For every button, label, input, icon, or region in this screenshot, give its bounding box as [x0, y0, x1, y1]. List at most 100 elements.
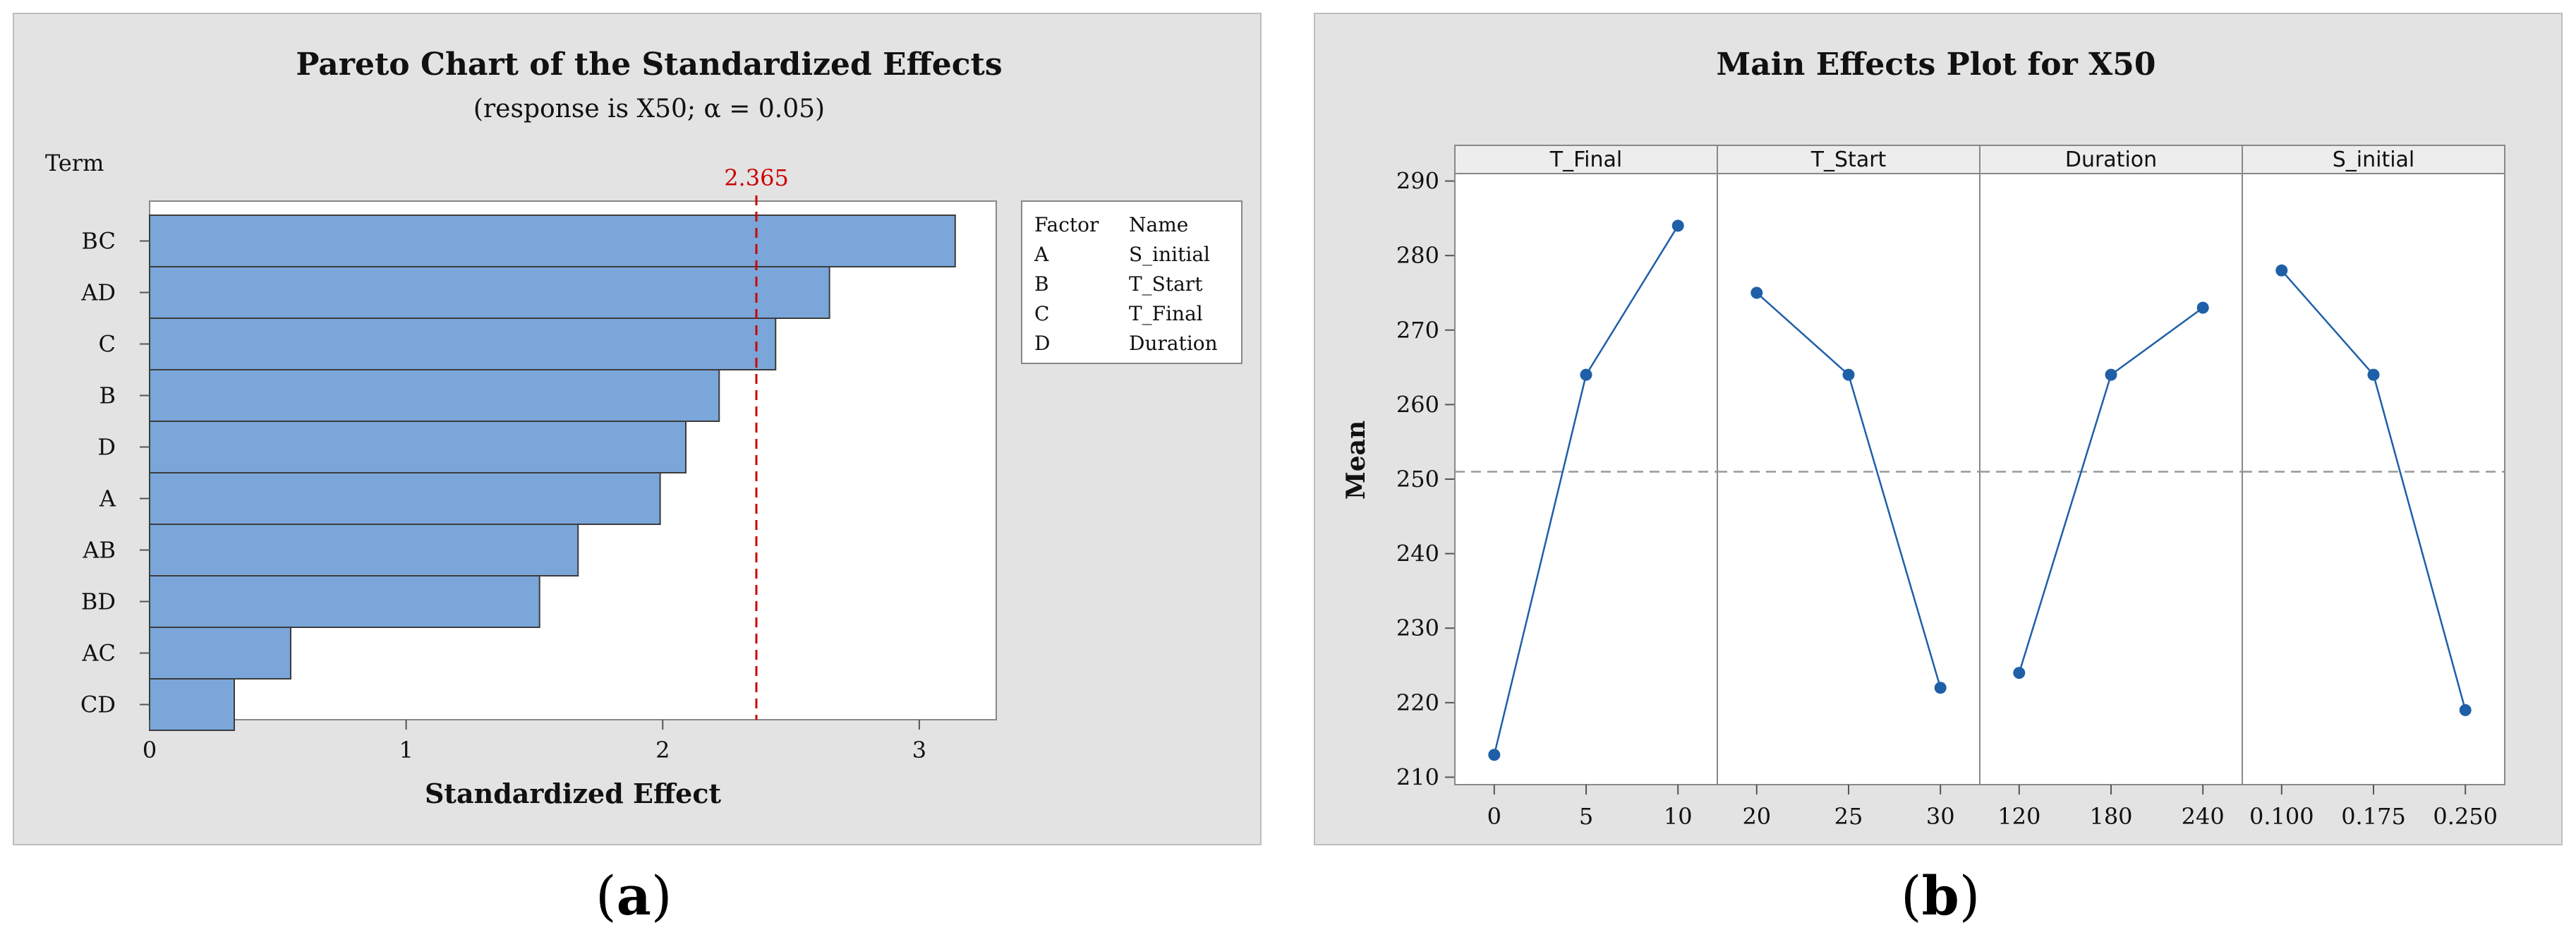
effect-point	[1842, 368, 1855, 381]
main-effects-x-tick-label: 0.175	[2341, 803, 2406, 830]
effect-point	[1580, 368, 1592, 381]
main-effects-x-tick-label: 240	[2182, 803, 2225, 830]
legend-name: T_Start	[1129, 272, 1203, 296]
main-effects-y-ticks: 210 220 230 240 250 260 270 280 290	[1396, 168, 1455, 790]
pareto-legend: Factor Name A S_initial B T_Start C T_Fi…	[1021, 200, 1242, 364]
caption-a-close: )	[651, 864, 672, 927]
legend-header-name: Name	[1129, 213, 1188, 236]
effect-point	[2196, 301, 2209, 314]
subpanel-header-label: S_initial	[2333, 147, 2415, 172]
main-effects-x-tick-label: 0.100	[2249, 803, 2314, 830]
main-effects-y-tick-label: 290	[1396, 168, 1439, 195]
effect-point	[1488, 749, 1501, 761]
subpanel-header-label: Duration	[2065, 147, 2157, 172]
subpanel-header-strip	[2242, 145, 2505, 174]
pareto-chart-panel: Pareto Chart of the Standardized Effects…	[13, 13, 1262, 845]
pareto-y-axis-label: Term	[45, 150, 104, 176]
main-effects-y-tick-label: 280	[1396, 242, 1439, 269]
pareto-bars-group	[149, 215, 956, 731]
main-effects-x-tick-label: 180	[2089, 803, 2132, 830]
pareto-category-label: C	[99, 331, 116, 358]
legend-header-factor: Factor	[1034, 213, 1099, 236]
pareto-category-label: CD	[80, 692, 116, 718]
pareto-reference-label: 2.365	[724, 164, 789, 191]
main-effects-y-tick-label: 250	[1396, 466, 1439, 493]
pareto-subtitle: (response is X50; α = 0.05)	[473, 95, 825, 123]
main-effects-y-tick-label: 210	[1396, 763, 1439, 790]
legend-box	[1021, 200, 1242, 364]
pareto-category-label: A	[99, 485, 116, 512]
caption-b-close: )	[1959, 864, 1981, 927]
main-effects-subpanels: T_Final 0 5 10 T_Start 20 25 30 Duration 120 180 24…	[1454, 145, 2505, 830]
pareto-category-label: B	[99, 382, 116, 409]
legend-factor: B	[1034, 272, 1049, 296]
legend-name: T_Final	[1129, 302, 1203, 325]
effect-point	[2275, 264, 2288, 277]
main-effects-y-tick-label: 240	[1396, 541, 1439, 567]
main-effects-x-tick-label: 20	[1742, 803, 1771, 830]
caption-a-letter: a	[616, 864, 651, 927]
main-effects-x-tick-label: 25	[1834, 803, 1863, 830]
subpanel-header-strip	[1979, 145, 2243, 174]
main-effects-y-tick-label: 270	[1396, 317, 1439, 344]
caption-a-open: (	[595, 864, 617, 927]
main-effects-x-tick-label: 10	[1664, 803, 1693, 830]
main-effects-x-tick-label: 120	[1997, 803, 2040, 830]
effect-point	[2105, 368, 2117, 381]
main-effects-x-tick-label: 0	[1487, 803, 1501, 830]
main-effects-x-tick-label: 0.250	[2433, 803, 2498, 830]
pareto-category-label: AB	[82, 537, 116, 564]
pareto-category-label: AD	[80, 279, 116, 306]
effect-point	[1671, 219, 1684, 232]
pareto-x-tick-label: 0	[143, 737, 157, 763]
main-effects-subpanel: T_Final 0 5 10	[1454, 145, 1718, 830]
subpanel-plot-area	[1979, 173, 2243, 785]
pareto-bar	[149, 369, 720, 422]
effect-point	[2459, 704, 2472, 716]
pareto-x-ticks: 0 1 2 3	[143, 720, 926, 763]
subpanel-header-label: T_Final	[1549, 147, 1622, 172]
main-effects-x-tick-label: 5	[1579, 803, 1593, 830]
effect-point	[1934, 682, 1947, 694]
pareto-category-label: BC	[81, 228, 116, 255]
main-effects-subpanel: S_initial 0.100 0.175 0.250	[2242, 145, 2505, 830]
main-effects-x-tick-label: 30	[1926, 803, 1955, 830]
main-effects-panel: Main Effects Plot for X50 Mean 210 220 230…	[1314, 13, 2563, 845]
pareto-category-label: D	[97, 434, 116, 461]
legend-factor: D	[1034, 332, 1050, 355]
subpanel-header-label: T_Start	[1810, 147, 1887, 172]
pareto-bar	[149, 266, 830, 319]
pareto-category-label: AC	[81, 640, 116, 667]
effect-point	[2367, 368, 2380, 381]
pareto-bar	[149, 318, 777, 370]
main-effects-y-tick-label: 230	[1396, 615, 1439, 641]
pareto-bar	[149, 678, 235, 731]
pareto-x-tick-label: 3	[912, 737, 926, 763]
pareto-bar	[149, 627, 291, 680]
subpanel-plot-area	[1717, 173, 1981, 785]
pareto-bar	[149, 472, 661, 525]
pareto-x-tick-label: 1	[399, 737, 413, 763]
main-effects-y-tick-label: 220	[1396, 689, 1439, 716]
main-effects-subpanel: T_Start 20 25 30	[1717, 145, 1981, 830]
subpanel-plot-area	[1454, 173, 1718, 785]
effect-point	[2013, 667, 2026, 680]
effect-point	[1750, 286, 1763, 299]
caption-b: (b)	[1901, 864, 1980, 927]
main-effects-chart: Main Effects Plot for X50 Mean 210 220 230…	[1341, 47, 2505, 830]
caption-a: (a)	[595, 864, 672, 927]
legend-name: Duration	[1129, 332, 1218, 355]
pareto-bar	[149, 524, 579, 576]
legend-name: S_initial	[1129, 243, 1210, 266]
caption-b-open: (	[1901, 864, 1922, 927]
pareto-x-axis-label: Standardized Effect	[425, 778, 721, 809]
legend-factor: C	[1034, 302, 1049, 325]
pareto-x-tick-label: 2	[655, 737, 670, 763]
pareto-bar	[149, 575, 540, 628]
pareto-chart: Pareto Chart of the Standardized Effects…	[45, 47, 1242, 809]
pareto-category-label: BD	[81, 588, 116, 615]
main-effects-y-axis-label: Mean	[1341, 421, 1371, 500]
main-effects-subpanel: Duration 120 180 240	[1979, 145, 2243, 830]
caption-b-letter: b	[1921, 864, 1959, 927]
